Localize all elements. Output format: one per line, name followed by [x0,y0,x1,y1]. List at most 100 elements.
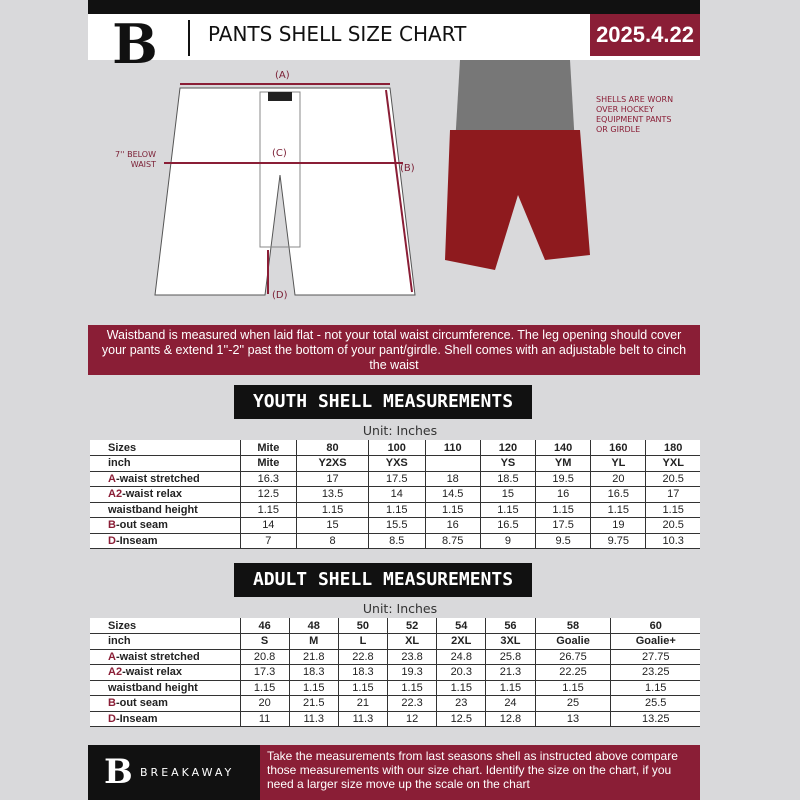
table-cell: 1.15 [424,502,481,518]
measure-code: D [108,534,116,547]
table-cell: 21.8 [288,649,339,665]
pants-photo [445,60,590,270]
table-cell: 21.5 [288,695,339,712]
table-cell: 12 [387,711,437,727]
table-cell: M [288,633,339,650]
table-cell: 8 [296,533,369,549]
below-waist-label: 7'' BELOW WAIST [115,150,156,169]
table-cell: 19.3 [387,664,437,681]
measure-name: inch [108,635,131,648]
table-cell: 25.8 [485,649,536,665]
footer-text: Take the measurements from last seasons … [267,749,678,791]
table-row: A-waist stretched 16.3 17 17.5 18 18.5 19.5 20 2… [90,471,700,487]
table-row: inch S M L XL 2XL 3XL Goalie Goalie+ [90,633,700,650]
adult-table: Sizes 46 48 50 52 54 56 58 60 inch S M L XL 2XL 3XL Goal… [90,618,700,727]
measure-name: -waist relax [122,666,182,679]
table-cell: 2XL [436,633,486,650]
table-cell: 23.8 [387,649,437,665]
row-label: Sizes [90,440,240,456]
table-cell: 1.15 [534,680,611,696]
youth-title: YOUTH SHELL MEASUREMENTS [234,385,532,419]
row-label: A2-waist relax [90,486,240,503]
footer-brand-area [88,745,260,800]
divider [188,20,190,56]
adult-unit: Unit: Inches [362,601,438,616]
table-cell: 26.75 [534,649,611,665]
table-row: D-Inseam 7 8 8.5 8.75 9 9.5 9.75 10.3 [90,533,700,549]
row-label: A-waist stretched [90,649,240,665]
table-cell: 14 [239,517,297,534]
table-cell: 1.15 [610,680,700,696]
table-cell: 17 [296,471,369,487]
table-cell: 20.8 [239,649,290,665]
table-cell: 54 [436,618,486,634]
table-cell: 9.5 [535,533,591,549]
table-cell: 46 [239,618,290,634]
youth-unit: Unit: Inches [362,423,438,438]
table-cell: 13.25 [610,711,700,727]
measure-name: -waist stretched [115,472,200,485]
table-cell: 24 [485,695,536,712]
table-cell: 22.25 [534,664,611,681]
table-cell: 1.15 [337,680,388,696]
table-cell: 20 [239,695,290,712]
table-cell: 1.15 [590,502,646,518]
measure-code: A [108,650,116,663]
row-label: Sizes [90,618,240,634]
table-cell: 13.5 [296,486,369,503]
table-cell: Mite [239,455,297,472]
measure-name: -waist relax [122,488,182,501]
table-cell: 9 [479,533,536,549]
table-cell: 25.5 [610,695,700,712]
measure-name: -Inseam [115,534,158,547]
table-row: Sizes Mite 80 100 110 120 140 160 180 [90,440,700,456]
table-cell: 17 [645,486,700,503]
row-label: D-Inseam [90,711,240,727]
table-row: B-out seam 14 15 15.5 16 16.5 17.5 19 20.5 [90,517,700,534]
table-cell: 24.8 [436,649,486,665]
label-c: (C) [272,148,287,159]
table-cell: Goalie+ [610,633,700,650]
table-cell: YM [535,455,591,472]
row-label: waistband height [90,502,240,518]
table-cell: 15.5 [367,517,426,534]
table-cell: 16 [535,486,591,503]
row-label: A-waist stretched [90,471,240,487]
table-cell: 10.3 [645,533,700,549]
row-label: waistband height [90,680,240,696]
table-cell: 17.5 [367,471,426,487]
table-cell: 58 [534,618,611,634]
table-cell: 1.15 [387,680,437,696]
pants-diagram [154,83,416,296]
table-cell: 8.75 [424,533,481,549]
table-cell: 1.15 [296,502,369,518]
table-cell: 18.3 [288,664,339,681]
measure-name: Sizes [108,441,137,454]
table-cell: 1.15 [535,502,591,518]
table-cell: 1.15 [239,680,290,696]
measure-name: inch [108,457,131,470]
measure-name: -Inseam [115,712,158,725]
table-row: waistband height 1.15 1.15 1.15 1.15 1.15 1.15… [90,502,700,518]
table-cell: Mite [239,440,297,456]
adult-title: ADULT SHELL MEASUREMENTS [234,563,532,597]
row-label: A2-waist relax [90,664,240,681]
label-d: (D) [272,290,288,301]
page-title: PANTS SHELL SIZE CHART [208,22,467,46]
table-cell: 19 [590,517,646,534]
table-cell: 12.8 [485,711,536,727]
table-cell: 56 [485,618,536,634]
table-cell: 120 [479,440,536,456]
table-cell: 16.5 [479,517,536,534]
table-row: A-waist stretched 20.8 21.8 22.8 23.8 24.8 25.… [90,649,700,665]
measure-code: A2 [108,488,123,501]
table-cell: 7 [239,533,297,549]
table-cell: 22.3 [387,695,437,712]
table-cell: 21 [337,695,388,712]
table-cell: 19.5 [535,471,591,487]
table-cell: 23 [436,695,486,712]
table-cell: 1.15 [288,680,339,696]
table-cell: 16 [424,517,481,534]
info-band: Waistband is measured when laid flat - n… [88,325,700,375]
table-cell: 12.5 [436,711,486,727]
